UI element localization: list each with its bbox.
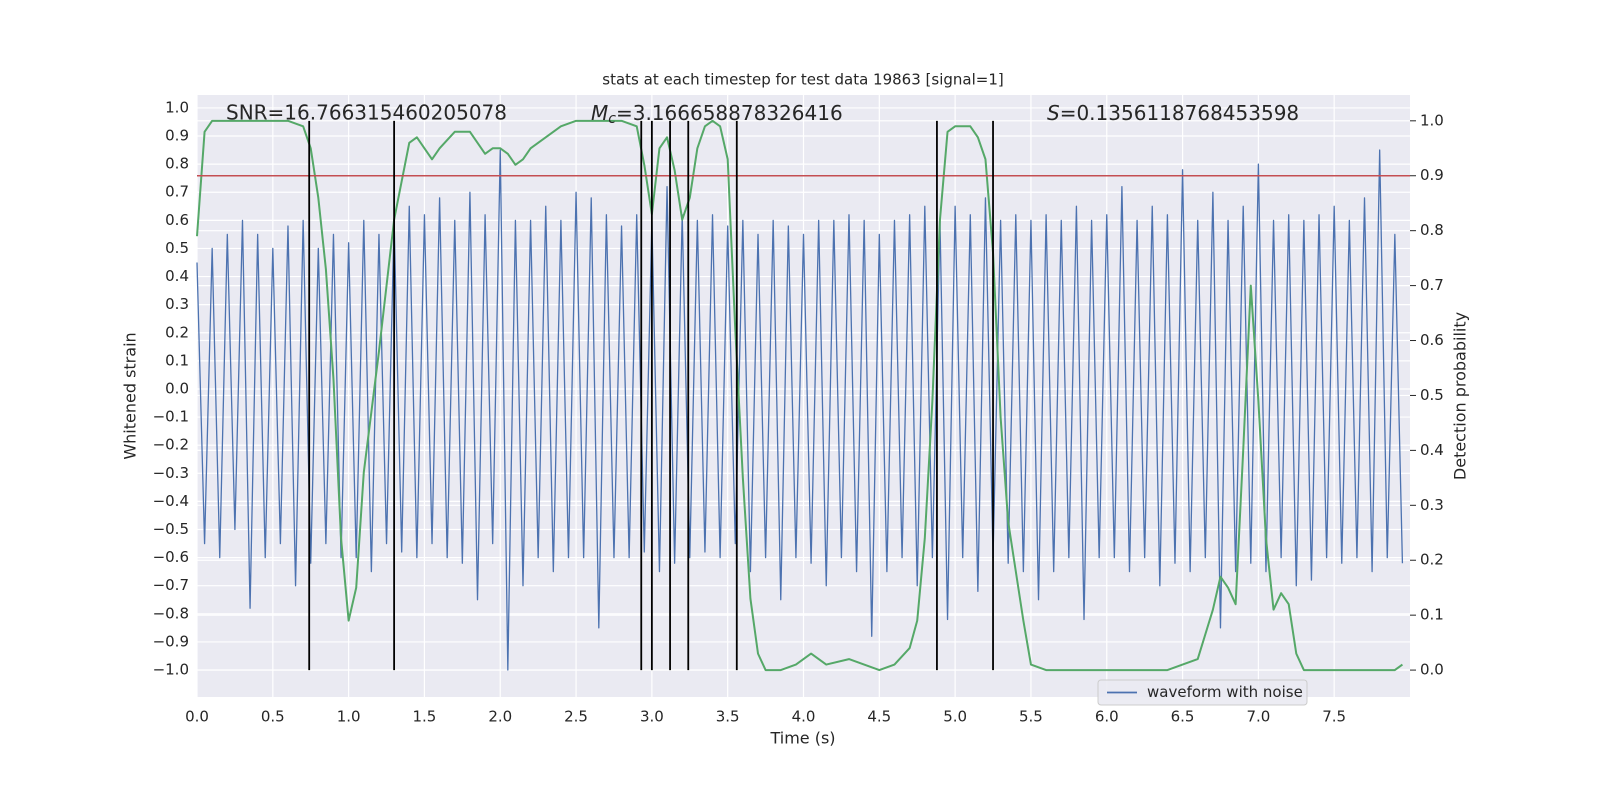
y2-tick-label: 0.1 [1420, 606, 1444, 624]
y2-tick-label: 1.0 [1420, 111, 1444, 129]
annotation: Mc=3.166658878326416 [591, 101, 843, 128]
chart-title: stats at each timestep for test data 198… [602, 71, 1003, 89]
y-tick-label: −0.3 [153, 464, 189, 482]
y-tick-label: 0.7 [165, 183, 189, 201]
y2-tick-label: 0.4 [1420, 441, 1444, 459]
waveform-line [196, 149, 1404, 671]
y-axis-label: Whitened strain [121, 332, 140, 459]
y-tick-label: −0.2 [153, 436, 189, 454]
x-tick-label: 5.0 [943, 708, 967, 726]
x-tick-label: 2.0 [488, 708, 512, 726]
x-tick-label: 6.0 [1095, 708, 1119, 726]
y2-axis-label: Detection probability [1451, 312, 1470, 480]
y-tick-label: 0.2 [165, 323, 189, 341]
annotation-text: =0.1356118768453598 [1060, 101, 1299, 125]
x-tick-label: 3.0 [640, 708, 664, 726]
y-tick-label: 1.0 [165, 98, 189, 116]
annotation-text: =3.166658878326416 [616, 101, 843, 125]
x-tick-label: 0.5 [261, 708, 285, 726]
y-tick-label: 0.3 [165, 295, 189, 313]
x-tick-label: 1.5 [413, 708, 437, 726]
y2-tick-label: 0.5 [1420, 386, 1444, 404]
x-tick-label: 1.0 [337, 708, 361, 726]
annotation: S=0.1356118768453598 [1047, 101, 1299, 125]
x-tick-label: 7.0 [1246, 708, 1270, 726]
y-tick-label: −1.0 [153, 661, 189, 679]
y-tick-label: −0.8 [153, 604, 189, 622]
annotation-subscript: c [608, 111, 616, 127]
y-tick-label: 0.5 [165, 239, 189, 257]
y-tick-label: −0.7 [153, 576, 189, 594]
y2-tick-label: 0.8 [1420, 221, 1444, 239]
x-tick-label: 2.5 [564, 708, 588, 726]
legend-box [1097, 679, 1308, 706]
y2-tick-label: 0.6 [1420, 331, 1444, 349]
x-tick-label: 3.5 [716, 708, 740, 726]
y-tick-label: 0.1 [165, 351, 189, 369]
annotation: SNR=16.766315460205078 [226, 101, 507, 125]
y-tick-label: 0.6 [165, 211, 189, 229]
y2-tick-label: 0.7 [1420, 276, 1444, 294]
x-tick-label: 7.5 [1322, 708, 1346, 726]
x-axis-label: Time (s) [769, 729, 835, 748]
y2-tick-label: 0.9 [1420, 166, 1444, 184]
y2-tick-label: 0.0 [1420, 661, 1444, 679]
legend-label: waveform with noise [1147, 683, 1303, 701]
y-tick-label: −0.4 [153, 492, 189, 510]
y-tick-label: −0.6 [153, 548, 189, 566]
y2-tick-label: 0.2 [1420, 551, 1444, 569]
annotation-symbol: M [591, 101, 608, 125]
y-tick-label: −0.1 [153, 408, 189, 426]
x-tick-label: 6.5 [1171, 708, 1195, 726]
y-tick-label: 0.9 [165, 127, 189, 145]
x-tick-label: 0.0 [185, 708, 209, 726]
x-tick-label: 4.0 [792, 708, 816, 726]
y-tick-label: −0.5 [153, 520, 189, 538]
y-tick-label: 0.0 [165, 379, 189, 397]
y-tick-label: 0.4 [165, 267, 189, 285]
x-tick-label: 4.5 [867, 708, 891, 726]
annotation-symbol: S [1047, 101, 1060, 125]
y2-tick-label: 0.3 [1420, 496, 1444, 514]
y-tick-label: 0.8 [165, 155, 189, 173]
x-tick-label: 5.5 [1019, 708, 1043, 726]
plot-layer [196, 95, 1410, 697]
y-tick-label: −0.9 [153, 632, 189, 650]
probability-line [196, 119, 1404, 672]
